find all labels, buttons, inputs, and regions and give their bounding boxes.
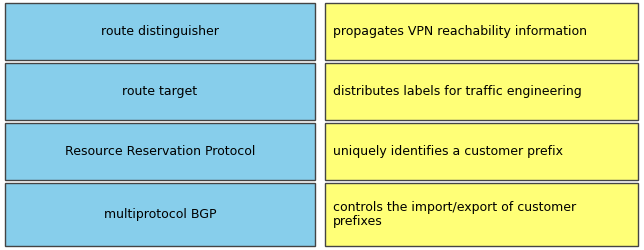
Text: route distinguisher: route distinguisher <box>101 25 219 38</box>
Text: distributes labels for traffic engineering: distributes labels for traffic engineeri… <box>333 85 582 98</box>
FancyBboxPatch shape <box>5 63 315 120</box>
FancyBboxPatch shape <box>325 3 638 60</box>
Text: Resource Reservation Protocol: Resource Reservation Protocol <box>65 145 255 158</box>
Text: controls the import/export of customer
prefixes: controls the import/export of customer p… <box>333 200 576 228</box>
FancyBboxPatch shape <box>325 63 638 120</box>
FancyBboxPatch shape <box>5 123 315 180</box>
FancyBboxPatch shape <box>5 3 315 60</box>
Text: route target: route target <box>122 85 198 98</box>
FancyBboxPatch shape <box>325 123 638 180</box>
FancyBboxPatch shape <box>5 183 315 246</box>
Text: uniquely identifies a customer prefix: uniquely identifies a customer prefix <box>333 145 563 158</box>
Text: propagates VPN reachability information: propagates VPN reachability information <box>333 25 587 38</box>
Text: multiprotocol BGP: multiprotocol BGP <box>104 208 216 221</box>
FancyBboxPatch shape <box>325 183 638 246</box>
